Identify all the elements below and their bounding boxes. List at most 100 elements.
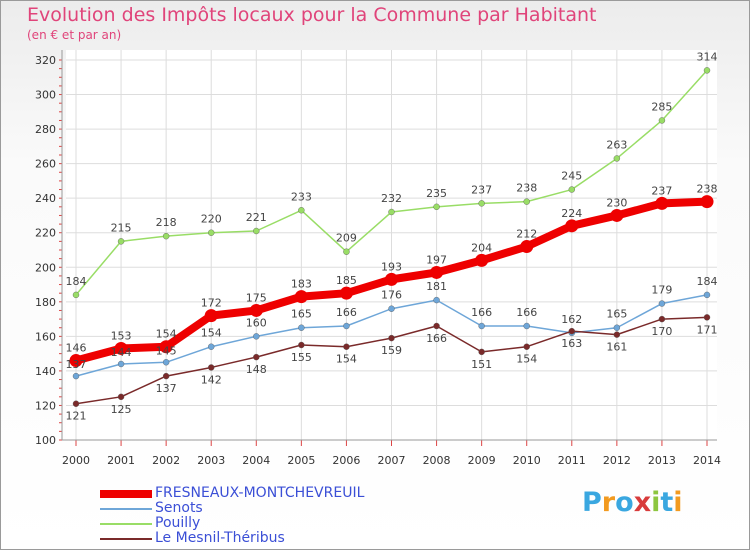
data-label-fresneaux: 238 bbox=[697, 183, 718, 196]
data-point-senots bbox=[162, 359, 170, 366]
data-point-fresneaux bbox=[565, 219, 579, 233]
y-tick-label: 300 bbox=[35, 89, 56, 102]
y-tick-label: 280 bbox=[35, 123, 56, 136]
data-point-mesnil bbox=[433, 322, 440, 330]
data-label-senots: 145 bbox=[156, 344, 177, 357]
y-tick-label: 100 bbox=[35, 434, 56, 447]
data-point-mesnil bbox=[298, 341, 305, 349]
data-point-senots bbox=[658, 300, 666, 307]
data-label-senots: 176 bbox=[381, 289, 402, 302]
data-label-mesnil: 154 bbox=[336, 353, 357, 366]
data-label-senots: 166 bbox=[516, 306, 537, 319]
data-point-senots bbox=[72, 372, 80, 380]
data-label-pouilly: 263 bbox=[606, 138, 627, 151]
data-point-mesnil bbox=[523, 343, 530, 350]
logo-letter: x bbox=[633, 487, 652, 518]
x-tick-label: 2003 bbox=[197, 454, 225, 467]
data-point-senots bbox=[208, 343, 215, 350]
data-label-mesnil: 125 bbox=[111, 403, 132, 416]
data-point-pouilly bbox=[658, 117, 666, 124]
data-label-pouilly: 233 bbox=[291, 190, 312, 203]
legend-label-pouilly: Pouilly bbox=[155, 515, 201, 531]
data-label-senots: 166 bbox=[336, 306, 357, 319]
x-tick-label: 2000 bbox=[62, 454, 90, 467]
legend-item-pouilly: Pouilly bbox=[100, 515, 460, 532]
data-label-fresneaux: 153 bbox=[111, 329, 132, 342]
x-tick-label: 2007 bbox=[378, 454, 406, 467]
data-point-mesnil bbox=[208, 364, 215, 371]
data-label-fresneaux: 154 bbox=[156, 328, 177, 341]
y-tick-label: 200 bbox=[35, 261, 56, 274]
data-point-senots bbox=[703, 291, 711, 299]
logo-letter: P bbox=[582, 487, 602, 518]
data-point-mesnil bbox=[253, 353, 260, 361]
y-tick-label: 180 bbox=[35, 296, 56, 309]
data-point-mesnil bbox=[478, 348, 485, 356]
data-point-mesnil bbox=[613, 331, 621, 338]
data-label-senots: 154 bbox=[201, 327, 222, 340]
legend-swatch-pouilly bbox=[100, 523, 152, 525]
legend-item-fresneaux: FRESNEAUX-MONTCHEVREUIL bbox=[100, 485, 460, 502]
data-point-senots bbox=[298, 324, 305, 331]
data-label-mesnil: 170 bbox=[651, 325, 672, 338]
data-label-fresneaux: 204 bbox=[471, 241, 492, 254]
data-label-senots: 165 bbox=[291, 308, 312, 321]
data-point-senots bbox=[433, 296, 440, 304]
logo-letter: t bbox=[660, 487, 674, 518]
data-label-pouilly: 238 bbox=[516, 182, 537, 195]
legend-swatch-senots bbox=[100, 508, 152, 510]
chart-subtitle: (en € et par an) bbox=[27, 28, 122, 42]
x-tick-label: 2013 bbox=[648, 454, 676, 467]
data-point-senots bbox=[523, 322, 530, 330]
data-label-senots: 144 bbox=[111, 346, 132, 359]
y-tick-label: 320 bbox=[35, 54, 56, 67]
data-point-fresneaux bbox=[339, 286, 353, 300]
legend-label-senots: Senots bbox=[155, 500, 203, 516]
y-tick-label: 220 bbox=[35, 227, 56, 240]
data-point-fresneaux bbox=[520, 240, 534, 254]
legend-item-mesnil: Le Mesnil-Théribus bbox=[100, 530, 460, 547]
data-label-fresneaux: 237 bbox=[651, 184, 672, 197]
logo-letter: i bbox=[673, 487, 683, 518]
data-point-pouilly bbox=[388, 208, 395, 216]
proxiti-logo: Proxiti bbox=[582, 487, 683, 518]
data-point-senots bbox=[478, 322, 485, 330]
data-label-pouilly: 232 bbox=[381, 192, 402, 205]
data-label-pouilly: 235 bbox=[426, 187, 447, 200]
data-point-pouilly bbox=[208, 229, 215, 236]
y-tick-label: 260 bbox=[35, 158, 56, 171]
data-point-pouilly bbox=[433, 203, 440, 211]
data-point-senots bbox=[388, 305, 395, 312]
data-point-senots bbox=[343, 322, 350, 330]
x-tick-label: 2001 bbox=[107, 454, 135, 467]
data-point-fresneaux bbox=[294, 290, 308, 304]
data-label-senots: 181 bbox=[426, 280, 447, 293]
data-point-mesnil bbox=[568, 327, 575, 335]
x-tick-label: 2014 bbox=[693, 454, 721, 467]
data-point-mesnil bbox=[388, 334, 395, 342]
data-point-mesnil bbox=[117, 393, 125, 401]
data-point-fresneaux bbox=[114, 341, 128, 355]
data-point-mesnil bbox=[343, 343, 350, 350]
data-label-pouilly: 237 bbox=[471, 183, 492, 196]
data-point-fresneaux bbox=[69, 354, 83, 368]
data-label-pouilly: 221 bbox=[246, 211, 267, 224]
logo-letter: o bbox=[615, 487, 634, 518]
data-label-senots: 165 bbox=[606, 308, 627, 321]
data-point-senots bbox=[613, 324, 621, 331]
data-point-pouilly bbox=[478, 200, 485, 207]
data-point-pouilly bbox=[162, 232, 170, 240]
data-point-mesnil bbox=[72, 400, 80, 407]
x-tick-label: 2002 bbox=[152, 454, 180, 467]
data-label-mesnil: 121 bbox=[66, 410, 87, 423]
x-tick-label: 2012 bbox=[603, 454, 631, 467]
data-label-mesnil: 155 bbox=[291, 351, 312, 364]
data-label-fresneaux: 212 bbox=[516, 228, 537, 241]
data-label-pouilly: 220 bbox=[201, 213, 222, 226]
data-label-fresneaux: 172 bbox=[201, 297, 222, 310]
data-label-pouilly: 209 bbox=[336, 232, 357, 245]
data-label-mesnil: 154 bbox=[516, 353, 537, 366]
data-label-mesnil: 151 bbox=[471, 358, 492, 371]
legend-label-mesnil: Le Mesnil-Théribus bbox=[155, 530, 285, 546]
